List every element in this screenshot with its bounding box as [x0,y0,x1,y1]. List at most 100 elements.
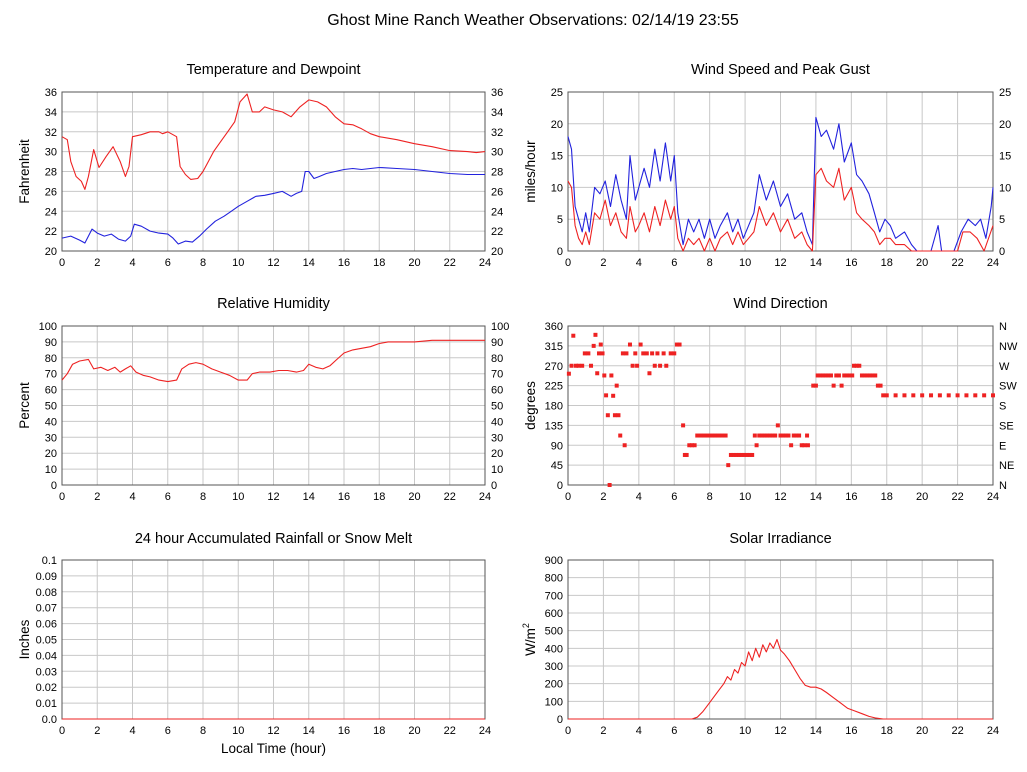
wind-direction-point [573,363,578,368]
wind-direction-point [614,383,619,388]
wind-direction-point [726,463,731,468]
wind-direction-point [618,433,623,438]
wind-direction-point [881,393,886,398]
x-tick-label: 4 [636,257,642,269]
wind-direction-point [672,351,677,356]
right-y-tick-label: 5 [999,214,1005,226]
wind-direction-point [593,332,598,337]
wind-direction-point [681,423,686,428]
wind-direction-point [831,383,836,388]
y-tick-label: 800 [545,573,563,585]
wind-direction-point [605,413,610,418]
x-tick-label: 12 [774,257,786,269]
wind-direction-point [723,433,728,438]
y-tick-label: 28 [45,167,57,179]
x-tick-label: 6 [671,257,677,269]
x-tick-label: 2 [94,491,100,503]
wind-direction-point [851,363,856,368]
wind-direction-point [783,433,788,438]
y-tick-label: 0.1 [42,555,57,567]
y-tick-label: 0.08 [36,587,57,599]
wind-direction-point [641,351,646,356]
x-tick-label: 22 [444,491,456,503]
x-tick-label: 10 [739,257,751,269]
x-tick-label: 16 [338,257,350,269]
x-tick-label: 0 [59,725,65,737]
wind-direction-point [794,433,799,438]
y-tick-label: 15 [551,151,563,163]
x-tick-label: 18 [373,725,385,737]
wind-direction-point [702,433,707,438]
y-tick-label: 0 [557,714,563,726]
y-tick-label: 70 [45,369,57,381]
wind-direction-point [596,351,601,356]
right-y-tick-label: 0 [491,480,497,492]
wind-direction-point [589,363,594,368]
wind-direction-point [624,351,629,356]
x-tick-label: 10 [232,257,244,269]
y-tick-label: 0.0 [42,714,57,726]
x-tick-label: 4 [129,725,135,737]
right-y-tick-label: N [999,321,1007,333]
x-tick-label: 12 [267,725,279,737]
x-tick-label: 18 [373,491,385,503]
wind-direction-point [582,351,587,356]
wind-direction-point [731,452,736,457]
x-tick-label: 2 [94,257,100,269]
y-tick-label: 0.09 [36,571,57,583]
right-y-tick-label: E [999,440,1006,452]
x-tick-label: 8 [200,257,206,269]
x-tick-label: 12 [267,491,279,503]
wind-direction-point [647,371,652,376]
wind-direction-point [805,443,810,448]
y-tick-label: 20 [551,119,563,131]
wind-direction-point [736,452,741,457]
x-tick-label: 24 [479,491,491,503]
right-y-tick-label: 34 [491,107,503,119]
wind-direction-point [811,383,816,388]
x-tick-label: 2 [94,725,100,737]
wind-direction-point [873,373,878,378]
wind-direction-point [752,433,757,438]
x-tick-label: 12 [774,725,786,737]
wind-direction-point [799,443,804,448]
wind-direction-point [747,452,752,457]
x-tick-label: 4 [129,257,135,269]
x-tick-label: 16 [338,725,350,737]
wind-direction-point [828,373,833,378]
wind-direction-point [661,351,666,356]
wind-direction-point [870,373,875,378]
wind-direction-point [847,373,852,378]
wind-direction-point [604,393,609,398]
wind-direction-point [709,433,714,438]
x-tick-label: 0 [565,491,571,503]
right-y-tick-label: NW [999,341,1018,353]
wind-direction-point [754,443,759,448]
right-y-tick-label: 28 [491,167,503,179]
wind-direction-point [692,443,697,448]
x-tick-label: 18 [373,257,385,269]
right-y-tick-label: 25 [999,87,1011,99]
y-tick-label: 100 [545,696,563,708]
y-axis-label-text: degrees [523,381,538,430]
y-axis-label-text: Inches [17,619,32,659]
wind-direction-point [818,373,823,378]
wind-direction-point [689,443,694,448]
series-line-1 [567,167,994,252]
y-tick-label: 300 [545,661,563,673]
wind-direction-point [911,393,916,398]
x-tick-label: 14 [303,491,315,503]
wind-direction-point [839,383,844,388]
x-tick-label: 8 [707,257,713,269]
y-axis-label-superscript: 2 [521,623,531,628]
x-tick-label: 6 [671,491,677,503]
wind-direction-point [878,383,883,388]
right-y-tick-label: 100 [491,321,509,333]
y-tick-label: 400 [545,643,563,655]
wind-direction-point [765,433,770,438]
wind-direction-point [865,373,870,378]
y-tick-label: 10 [551,182,563,194]
